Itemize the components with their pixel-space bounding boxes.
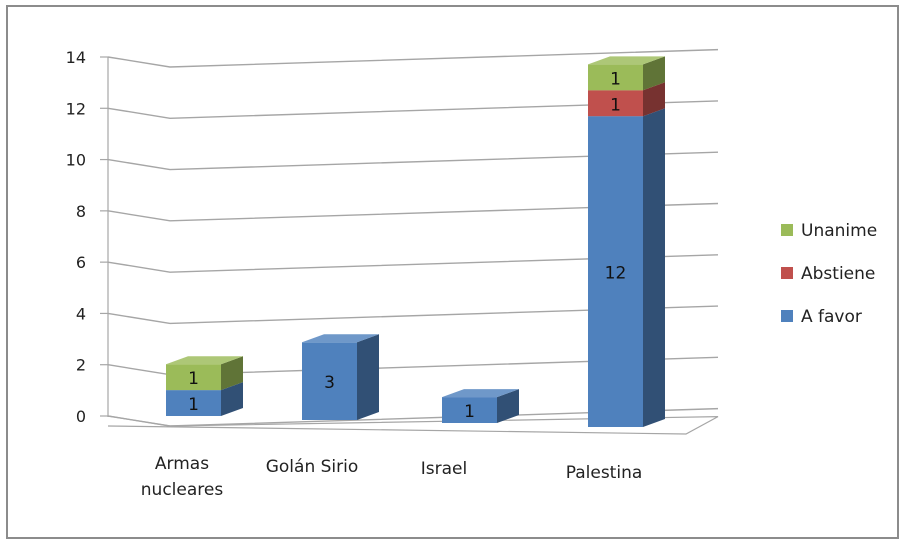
bar-top (588, 56, 665, 65)
gridline (107, 48, 719, 68)
y-tick-label: 10 (66, 151, 86, 170)
x-axis: Armas nucleares Golán Sirio Israel Palestina (141, 454, 642, 500)
bar-side (357, 334, 379, 420)
bar-front (442, 397, 497, 423)
y-tick-label: 14 (66, 48, 86, 67)
legend-item: Abstiene (781, 264, 875, 284)
legend-item: Unanime (781, 221, 877, 241)
bar-side (643, 108, 665, 427)
y-tick-label: 12 (66, 99, 86, 118)
bar-side (643, 56, 665, 91)
bar-top (442, 389, 519, 398)
y-tick-label: 4 (76, 304, 86, 323)
bar-segment: 3 (302, 334, 379, 420)
legend-label: Abstiene (801, 264, 875, 284)
data-label: 1 (188, 369, 199, 389)
legend-swatch (781, 224, 793, 236)
bar-front (588, 116, 643, 427)
legend: Unanime Abstiene A favor (781, 221, 877, 327)
bar-top (302, 334, 379, 343)
legend-label: Unanime (801, 221, 877, 241)
y-tick-label: 2 (76, 356, 86, 375)
y-axis: 0 2 4 6 8 10 12 14 (66, 48, 109, 426)
data-label: 3 (324, 373, 335, 393)
x-tick-label: Golán Sirio (266, 457, 359, 477)
data-label: 1 (610, 95, 621, 115)
bar-front (166, 364, 221, 391)
gridline (107, 151, 719, 171)
data-label: 1 (610, 69, 621, 89)
legend-swatch (781, 310, 793, 322)
bar-segment: 12 (588, 108, 665, 427)
bar-segment: 1 (166, 356, 243, 391)
data-label: 12 (605, 264, 627, 284)
x-tick-label: Armas (155, 454, 209, 474)
bar-top (166, 356, 243, 365)
bar-front (588, 90, 643, 117)
gridline (107, 254, 719, 273)
gridline (107, 100, 719, 119)
x-tick-label: nucleares (141, 480, 224, 500)
bar-segment: 1 (166, 382, 243, 416)
legend-swatch (781, 267, 793, 279)
bar-segment: 1 (588, 56, 665, 91)
data-label: 1 (188, 395, 199, 415)
bar-side (643, 82, 665, 117)
bar-front (166, 390, 221, 416)
bar-front (588, 64, 643, 91)
y-tick-label: 0 (76, 407, 86, 426)
bar-side (497, 389, 519, 423)
y-tick-label: 8 (76, 202, 86, 221)
legend-item: A favor (781, 307, 862, 327)
y-tick-label: 6 (76, 253, 86, 272)
bar-segment: 1 (442, 389, 519, 423)
bar-side (221, 356, 243, 391)
bar-front (302, 342, 357, 420)
x-tick-label: Israel (421, 459, 467, 479)
x-tick-label: Palestina (566, 463, 643, 483)
bar-side (221, 382, 243, 416)
chart-floor (107, 415, 719, 435)
gridline (107, 305, 719, 325)
bars: 1 1 3 1 12 1 1 (166, 56, 665, 427)
gridline (107, 202, 719, 222)
legend-label: A favor (801, 307, 862, 327)
data-label: 1 (464, 402, 475, 422)
chart-area (6, 5, 899, 539)
